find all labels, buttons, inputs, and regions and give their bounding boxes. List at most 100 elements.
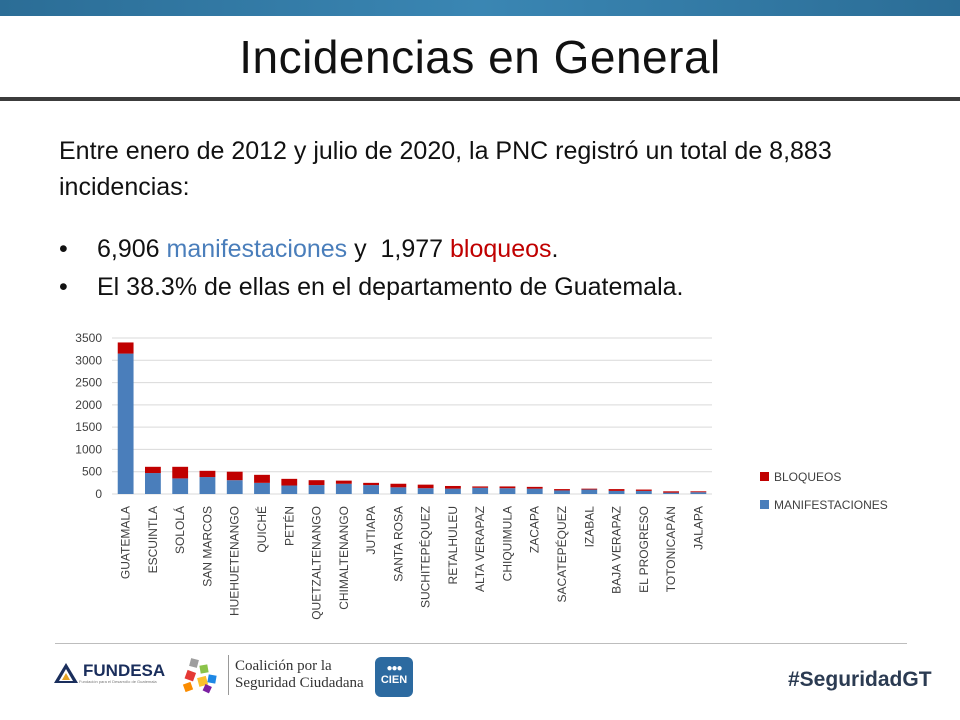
legend-swatch-bloqueos (760, 472, 769, 481)
bar-bloqueos (363, 482, 379, 486)
bar-manifestaciones (281, 485, 298, 494)
y-tick-label: 0 (95, 487, 102, 501)
bar-bloqueos (308, 480, 325, 486)
coalicion-line1: Coalición por la (235, 658, 332, 674)
bar-bloqueos (663, 491, 679, 493)
footer-divider (55, 643, 907, 644)
bar-manifestaciones (499, 488, 516, 494)
bar-manifestaciones (526, 488, 543, 494)
cien-label: CIEN (380, 674, 408, 686)
legend-label-bloqueos: BLOQUEOS (774, 470, 841, 484)
bar-manifestaciones (445, 488, 461, 494)
bar-bloqueos (254, 474, 270, 483)
bar-manifestaciones (690, 492, 707, 494)
y-tick-label: 1000 (75, 442, 102, 456)
legend-swatch-manifestaciones (760, 500, 769, 509)
bullet-item-guatemala: • El 38.3% de ellas en el departamento d… (59, 268, 919, 306)
manifestaciones-count: 6,906 (97, 235, 167, 263)
coalicion-line2: Seguridad Ciudadana (235, 675, 364, 691)
title-divider (0, 97, 960, 101)
bar-bloqueos (335, 480, 352, 484)
y-tick-label: 1500 (75, 420, 102, 434)
x-tick-label: BAJA VERAPAZ (610, 506, 624, 594)
bar-manifestaciones (390, 487, 407, 494)
x-tick-label: JALAPA (691, 506, 705, 550)
bar-bloqueos (281, 478, 298, 486)
x-tick-label: SOLOLÁ (172, 506, 187, 554)
bullet-guatemala-text: El 38.3% de ellas en el departamento de … (97, 273, 684, 301)
bar-bloqueos (499, 486, 516, 489)
bar-manifestaciones (308, 485, 325, 494)
y-tick-label: 2500 (75, 376, 102, 390)
bar-manifestaciones (254, 482, 270, 494)
x-tick-label: CHIQUIMULA (500, 506, 514, 581)
bar-bloqueos (690, 491, 707, 493)
x-tick-label: SAN MARCOS (200, 506, 214, 587)
top-accent-bar (0, 0, 960, 16)
y-tick-label: 500 (82, 465, 102, 479)
y-tick-label: 2000 (75, 398, 102, 412)
manifestaciones-word: manifestaciones (166, 235, 348, 263)
bar-bloqueos (226, 471, 243, 481)
bar-manifestaciones (117, 353, 134, 494)
x-tick-label: GUATEMALA (119, 506, 133, 579)
bar-manifestaciones (199, 477, 216, 494)
bar-bloqueos (445, 485, 461, 489)
bullet-counts-text: 6,906 manifestaciones y 1,977 bloqueos. (97, 230, 558, 268)
bar-manifestaciones (145, 473, 161, 494)
fundesa-subtitle: Fundación para el Desarrollo de Guatemal… (79, 678, 157, 684)
bar-bloqueos (472, 486, 489, 488)
fundesa-logo: FUNDESA Fundación para el Desarrollo de … (53, 662, 165, 684)
bar-manifestaciones (635, 490, 652, 494)
bar-manifestaciones (663, 492, 679, 494)
x-tick-label: ESCUINTLA (146, 506, 160, 573)
bar-manifestaciones (335, 483, 352, 494)
bar-bloqueos (417, 484, 434, 489)
bar-bloqueos (608, 489, 625, 491)
y-tick-label: 3000 (75, 353, 102, 367)
bar-manifestaciones (472, 487, 489, 494)
x-tick-label: ZACAPA (528, 506, 542, 553)
bar-bloqueos (199, 470, 216, 478)
bar-manifestaciones (172, 478, 189, 494)
x-tick-label: CHIMALTENANGO (337, 506, 351, 610)
x-tick-label: TOTONICAPÁN (663, 506, 678, 592)
fundesa-name: FUNDESA (83, 660, 166, 680)
y-tick-label: 3500 (75, 331, 102, 345)
incidencias-bar-chart: 0 500 1000 1500 2000 2500 3000 3500 GUATEMALA ESC… (75, 331, 888, 620)
intro-text: Entre enero de 2012 y julio de 2020, la … (59, 137, 832, 201)
cien-logo: ●●● CIEN (375, 657, 413, 697)
slide-title: Incidencias en General (239, 31, 721, 83)
bar-bloqueos (172, 466, 189, 479)
x-tick-label: SANTA ROSA (391, 506, 405, 582)
bar-manifestaciones (554, 490, 570, 494)
legend-label-manifestaciones: MANIFESTACIONES (774, 498, 888, 512)
coalicion-separator (228, 655, 229, 695)
bar-manifestaciones (581, 489, 598, 494)
bar-manifestaciones (608, 490, 625, 494)
x-tick-label: QUETZALTENANGO (310, 506, 324, 620)
cien-dots-icon: ●●● (386, 663, 402, 674)
x-tick-label: SUCHITEPÉQUEZ (418, 506, 433, 608)
coalicion-logo: Coalición por la Seguridad Ciudadana (180, 655, 364, 695)
bar-bloqueos (554, 489, 570, 491)
bullet-marker: • (59, 273, 68, 301)
x-tick-label: EL PROGRESO (637, 506, 651, 593)
x-tick-label: HUEHUETENANGO (228, 506, 242, 616)
bullet-item-counts: • 6,906 manifestaciones y 1,977 bloqueos… (59, 230, 919, 268)
coalicion-emblem-icon (182, 658, 217, 694)
bar-bloqueos (145, 466, 161, 474)
x-tick-label: RETALHULEU (446, 506, 460, 584)
x-tick-label: JUTIAPA (364, 506, 378, 554)
bar-bloqueos (635, 489, 652, 491)
x-tick-label: IZABAL (582, 506, 596, 548)
bar-manifestaciones (363, 485, 379, 494)
bar-manifestaciones (226, 480, 243, 494)
bar-bloqueos (117, 342, 134, 354)
bar-bloqueos (526, 486, 543, 489)
bar-bloqueos (390, 483, 407, 488)
bullet-list: • 6,906 manifestaciones y 1,977 bloqueos… (59, 230, 919, 306)
bloqueos-count: y 1,977 (347, 235, 451, 263)
bullet-end: . (551, 235, 559, 263)
x-tick-label: QUICHÉ (254, 506, 269, 553)
